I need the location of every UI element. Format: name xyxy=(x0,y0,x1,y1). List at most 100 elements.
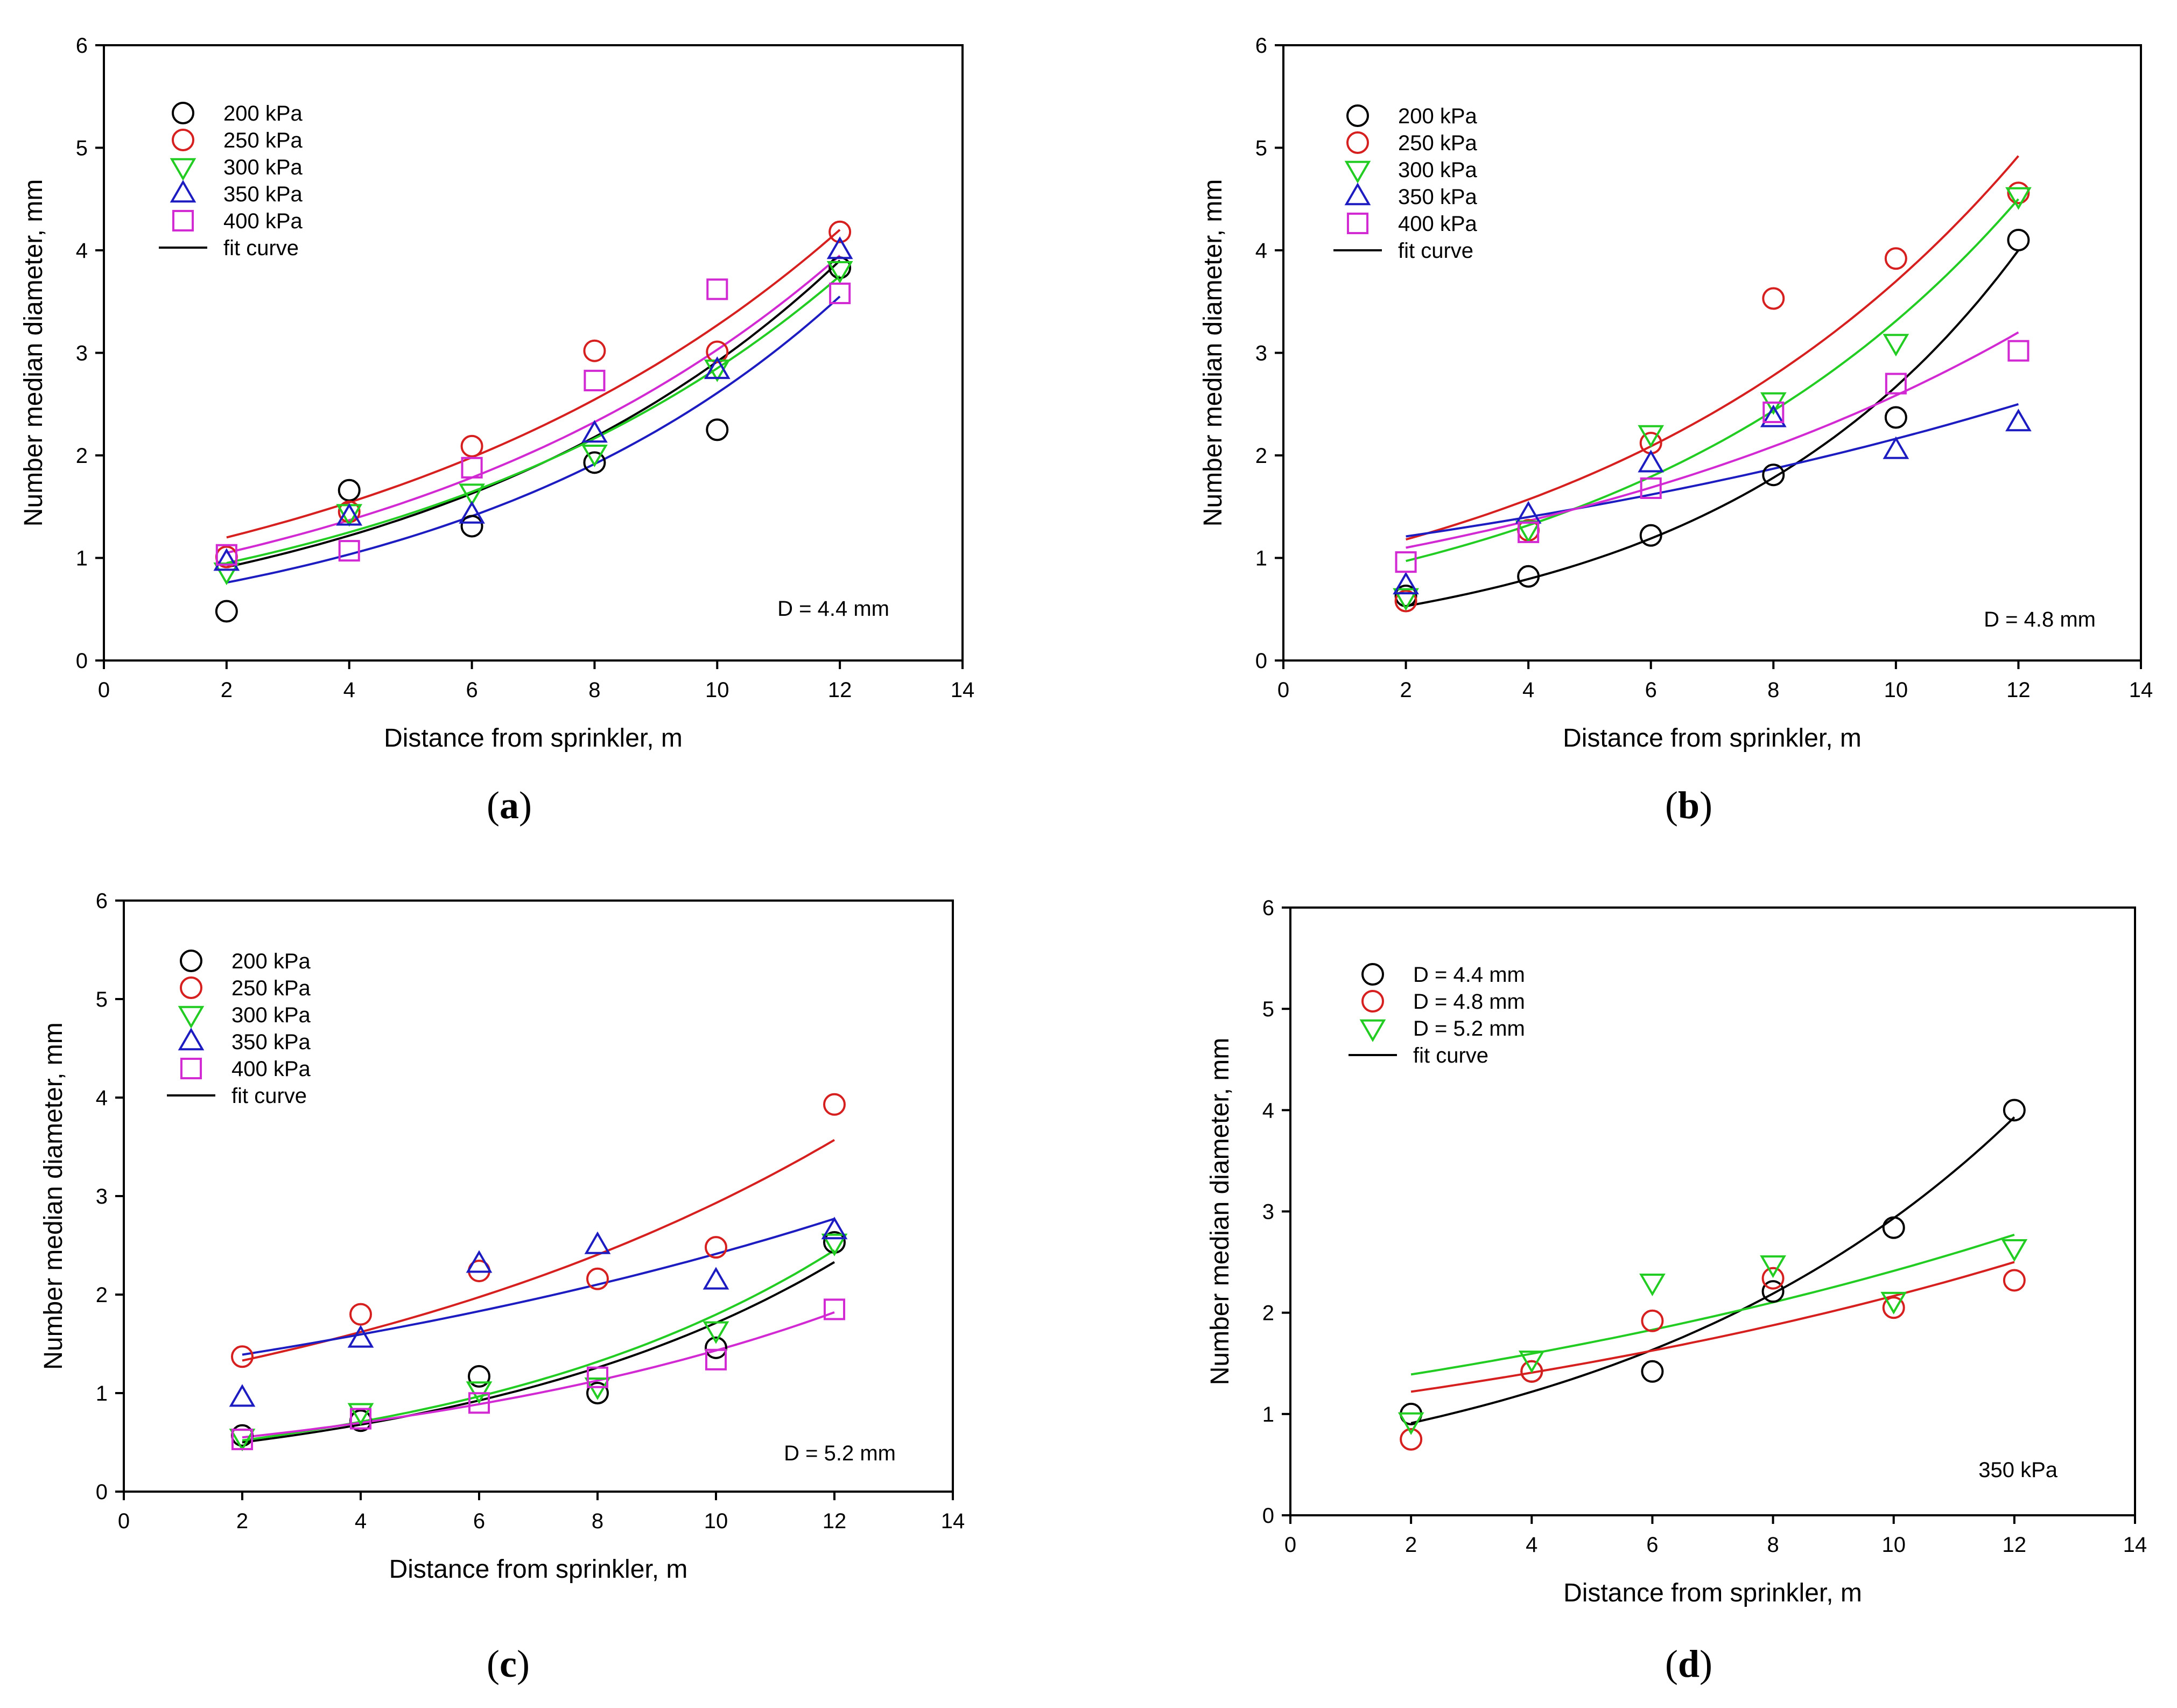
x-tick-label: 12 xyxy=(828,678,852,702)
legend-label: 300 kPa xyxy=(1398,158,1478,182)
y-tick-label: 1 xyxy=(1262,1403,1274,1426)
data-point xyxy=(704,356,731,379)
y-tick-label: 6 xyxy=(1255,34,1267,58)
y-tick-label: 4 xyxy=(76,239,88,263)
data-point xyxy=(468,1365,490,1388)
x-tick-label: 10 xyxy=(1884,678,1908,702)
x-tick-label: 10 xyxy=(1881,1533,1906,1557)
data-point xyxy=(1641,1309,1664,1332)
y-tick-label: 0 xyxy=(76,649,88,673)
panel-caption-d: (d) xyxy=(1665,1642,1713,1685)
data-point xyxy=(829,282,851,305)
legend-marker xyxy=(172,102,194,124)
legend-label: 350 kPa xyxy=(223,182,303,206)
y-tick-label: 1 xyxy=(76,547,88,571)
data-point xyxy=(586,1382,609,1404)
x-axis-label: Distance from sprinkler, m xyxy=(1563,1579,1862,1607)
data-point xyxy=(583,451,606,474)
x-tick-label: 8 xyxy=(1767,678,1779,702)
legend-marker xyxy=(180,1057,202,1080)
legend-marker xyxy=(1359,1019,1386,1042)
legend-fit-label: fit curve xyxy=(223,236,299,260)
y-tick-label: 5 xyxy=(76,137,88,160)
legend-marker xyxy=(178,1028,205,1051)
data-point xyxy=(828,220,852,243)
data-point xyxy=(338,479,361,502)
data-point xyxy=(1393,588,1419,611)
data-point xyxy=(1761,1280,1785,1303)
legend-label: 350 kPa xyxy=(1398,185,1478,209)
legend-fit-label: fit curve xyxy=(231,1084,307,1108)
y-axis-label: Number median diameter, mm xyxy=(1199,179,1227,527)
data-point xyxy=(1760,404,1787,427)
data-point xyxy=(215,544,237,566)
data-point xyxy=(1885,372,1907,395)
legend-marker xyxy=(180,976,202,999)
legend-marker xyxy=(1346,212,1369,235)
data-point xyxy=(229,1384,256,1407)
fit-curve xyxy=(242,1138,835,1362)
legend-marker xyxy=(172,209,194,232)
data-point xyxy=(468,1392,490,1414)
data-point xyxy=(460,434,483,458)
y-tick-label: 3 xyxy=(96,1185,108,1208)
data-point xyxy=(349,1303,372,1326)
data-point xyxy=(706,418,729,441)
x-tick-label: 0 xyxy=(98,678,110,702)
chart-annotation: D = 4.4 mm xyxy=(777,597,889,621)
legend-label: 400 kPa xyxy=(231,1057,311,1081)
legend-marker xyxy=(180,950,202,972)
fit-curve xyxy=(1410,1116,2016,1424)
y-tick-label: 3 xyxy=(1262,1200,1274,1224)
x-tick-label: 4 xyxy=(355,1509,367,1533)
data-point xyxy=(1639,524,1662,547)
y-tick-label: 4 xyxy=(1255,239,1267,263)
data-point xyxy=(823,1093,846,1116)
data-point xyxy=(1882,1296,1905,1319)
data-point xyxy=(213,548,240,571)
fit-curve xyxy=(226,296,841,584)
fit-curve xyxy=(242,1249,835,1442)
data-point xyxy=(584,1231,611,1254)
x-tick-label: 10 xyxy=(705,678,729,702)
data-point xyxy=(1398,1412,1424,1435)
legend-marker xyxy=(1346,104,1369,127)
legend-label: 250 kPa xyxy=(1398,131,1478,155)
x-tick-label: 2 xyxy=(236,1509,248,1533)
fit-curve xyxy=(1410,1261,2015,1393)
data-point xyxy=(1639,1273,1666,1297)
data-point xyxy=(1518,521,1540,543)
fit-curve xyxy=(242,1261,835,1444)
x-tick-label: 8 xyxy=(592,1509,603,1533)
data-point xyxy=(2001,1239,2028,1262)
x-tick-label: 12 xyxy=(2006,678,2031,702)
y-tick-label: 3 xyxy=(76,342,88,366)
legend-label: 200 kPa xyxy=(231,950,311,973)
y-tick-label: 4 xyxy=(1262,1099,1274,1122)
data-point xyxy=(2003,1269,2026,1292)
data-point xyxy=(1762,463,1785,487)
data-point xyxy=(584,369,606,391)
data-point xyxy=(706,278,728,300)
legend-label: 400 kPa xyxy=(223,209,303,233)
x-tick-label: 8 xyxy=(1767,1533,1779,1557)
fit-curve xyxy=(1406,249,2019,607)
y-tick-label: 0 xyxy=(1262,1504,1274,1528)
data-point xyxy=(459,483,485,507)
x-tick-label: 6 xyxy=(466,678,477,702)
x-tick-label: 4 xyxy=(1526,1533,1537,1557)
fit-curve xyxy=(226,275,841,564)
data-point xyxy=(1400,1428,1423,1451)
data-point xyxy=(823,1298,846,1320)
legend-marker xyxy=(1344,182,1371,206)
fit-curve xyxy=(226,254,841,554)
legend-label: D = 4.4 mm xyxy=(1413,963,1525,987)
y-tick-label: 6 xyxy=(76,34,88,58)
data-point xyxy=(1884,247,1907,270)
y-tick-label: 5 xyxy=(1255,137,1267,160)
data-point xyxy=(583,339,606,362)
panel-caption-b: (b) xyxy=(1665,784,1713,827)
data-point xyxy=(460,515,483,538)
fit-curve xyxy=(1410,1233,2015,1376)
